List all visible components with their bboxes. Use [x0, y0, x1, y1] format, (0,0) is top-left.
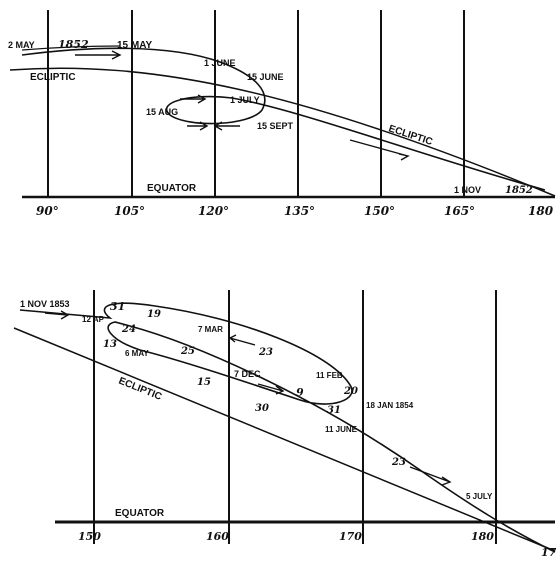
label-ecliptic-left: ECLIPTIC: [30, 72, 76, 83]
label-12-ap: 12 AP: [82, 315, 105, 324]
label-15-sept: 15 SEPT: [257, 121, 294, 131]
label-13: 13: [103, 339, 117, 350]
label-1-nov-1853: 1 NOV 1853: [20, 299, 70, 309]
label-1-nov: 1 NOV: [454, 185, 481, 195]
label-19: 19: [147, 309, 161, 320]
label-25: 25: [180, 346, 195, 357]
arrow-icon: [44, 310, 70, 320]
tick-135: 135°: [284, 204, 315, 218]
tick-160b: 160: [206, 530, 229, 543]
arrow-icon: [349, 139, 410, 161]
label-15-may: 15 MAY: [117, 40, 153, 51]
label-year-end: 1852: [505, 185, 533, 196]
tick-120: 120°: [198, 204, 229, 218]
arrow-icon: [180, 94, 207, 104]
label-1-july: 1 JULY: [230, 95, 260, 105]
label-9: 9: [296, 386, 304, 399]
label-7-mar: 7 MAR: [198, 325, 223, 334]
tick-150: 150°: [364, 204, 395, 218]
top-panel: 2 MAY 1852 15 MAY 1 JUNE 15 JUNE 1 JULY …: [8, 10, 556, 218]
ecliptic-line-bottom: [13, 327, 556, 552]
label-7-dec: 7 DEC: [234, 369, 261, 379]
label-31b: 31: [327, 405, 341, 416]
label-year-start: 1852: [58, 38, 89, 51]
label-15-aug: 15 AUG: [146, 107, 178, 117]
arrow-icon: [187, 121, 209, 131]
tick-170b: 170: [339, 530, 362, 543]
label-1-june: 1 JUNE: [204, 58, 236, 68]
label-2-may: 2 MAY: [8, 40, 35, 50]
label-31: 31: [110, 300, 125, 313]
label-23: 23: [258, 347, 273, 358]
tick-180b: 180: [471, 530, 494, 543]
arrow-icon: [228, 334, 256, 346]
planet-path: [21, 47, 546, 191]
label-5-july: 5 JULY: [466, 492, 493, 501]
planet-path-bottom: [19, 302, 556, 553]
ecliptic-curve: [9, 67, 556, 197]
label-equator-top: EQUATOR: [147, 183, 197, 194]
label-20: 20: [343, 386, 358, 397]
label-equator-bottom: EQUATOR: [115, 508, 165, 519]
label-6-may: 6 MAY: [125, 349, 149, 358]
label-15-june: 15 JUNE: [247, 72, 284, 82]
label-11-feb: 11 FEB: [316, 371, 343, 380]
label-30: 30: [255, 403, 269, 414]
label-15: 15: [197, 377, 211, 388]
direction-arrows-bottom: [44, 310, 452, 486]
tick-165: 165°: [444, 204, 475, 218]
bottom-panel: 1 NOV 1853 12 AP 31 19 24 13 6 MAY 25 7 …: [13, 290, 557, 559]
arrow-icon: [409, 466, 452, 486]
label-23b: 23: [391, 457, 406, 468]
arrow-icon: [75, 50, 122, 60]
label-18-jan-1854: 18 JAN 1854: [366, 401, 414, 410]
tick-150b: 150: [78, 530, 101, 543]
label-11-june: 11 JUNE: [325, 425, 358, 434]
path-start-segment: [21, 45, 121, 51]
arrow-icon: [213, 121, 240, 131]
tick-90: 90°: [36, 204, 59, 218]
tick-17b: 17: [541, 546, 557, 559]
tick-105: 105°: [114, 204, 145, 218]
direction-arrows: [75, 50, 410, 161]
tick-180: 180: [528, 204, 554, 218]
arrow-icon: [257, 383, 285, 395]
label-24: 24: [121, 324, 136, 335]
